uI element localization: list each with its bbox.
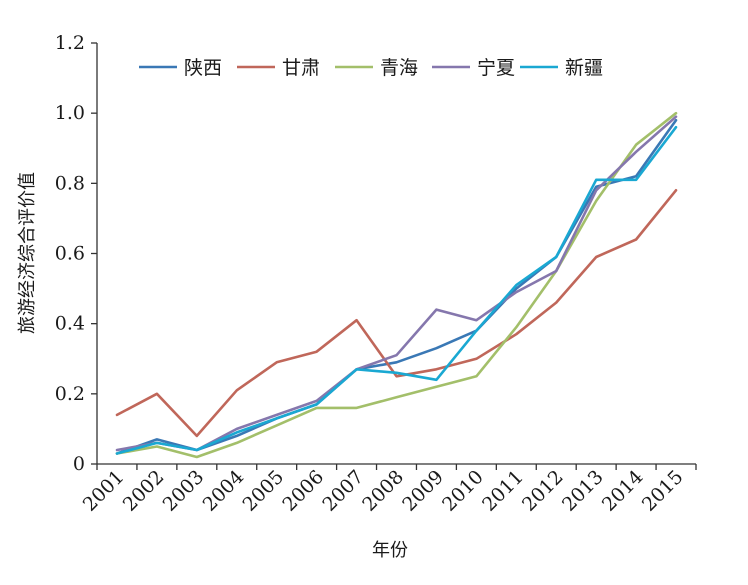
legend: 陕西 甘肃 青海 宁夏 新疆 xyxy=(139,57,603,79)
x-tick-label: 2006 xyxy=(278,466,328,516)
x-tick-label: 2008 xyxy=(358,466,408,516)
x-tick-label: 2001 xyxy=(79,466,129,516)
legend-label: 甘肃 xyxy=(282,57,320,79)
y-axis-title: 旅游经济综合评价值 xyxy=(17,172,38,334)
y-tick-label: 0.4 xyxy=(55,313,85,335)
x-tick-label: 2015 xyxy=(638,466,688,516)
x-tick-label: 2010 xyxy=(438,466,488,516)
series-line-4 xyxy=(115,125,678,455)
series-line-0 xyxy=(115,118,678,455)
legend-label: 新疆 xyxy=(565,57,603,79)
y-tick-label: 1.2 xyxy=(55,32,85,54)
series-line-1 xyxy=(115,189,678,438)
series-line-2 xyxy=(115,111,678,459)
x-tick-label: 2005 xyxy=(238,466,288,516)
y-tick-label: 0.8 xyxy=(55,172,85,194)
x-tick-label: 2009 xyxy=(398,466,448,516)
x-axis-ticks: 2001200220032004200520062007200820092010… xyxy=(79,464,697,516)
x-tick-label: 2003 xyxy=(159,466,209,516)
y-tick-label: 1.0 xyxy=(55,102,85,124)
x-tick-label: 2002 xyxy=(119,466,169,516)
x-tick-label: 2004 xyxy=(199,466,249,516)
x-tick-label: 2012 xyxy=(518,466,568,516)
x-tick-label: 2014 xyxy=(598,466,648,516)
x-tick-label: 2011 xyxy=(478,466,528,516)
x-tick-label: 2013 xyxy=(558,466,608,516)
y-tick-label: 0.6 xyxy=(55,243,85,265)
y-axis-ticks: 0 0.2 0.4 0.6 0.8 1.0 1.2 xyxy=(55,32,97,475)
legend-label: 宁夏 xyxy=(477,57,515,79)
series-lines xyxy=(115,111,678,459)
y-tick-label: 0 xyxy=(73,453,85,475)
legend-label: 青海 xyxy=(380,57,418,79)
y-tick-label: 0.2 xyxy=(55,383,85,405)
x-axis-title: 年份 xyxy=(372,540,408,561)
legend-label: 陕西 xyxy=(184,57,222,79)
x-tick-label: 2007 xyxy=(318,466,368,516)
series-line-3 xyxy=(115,115,678,452)
